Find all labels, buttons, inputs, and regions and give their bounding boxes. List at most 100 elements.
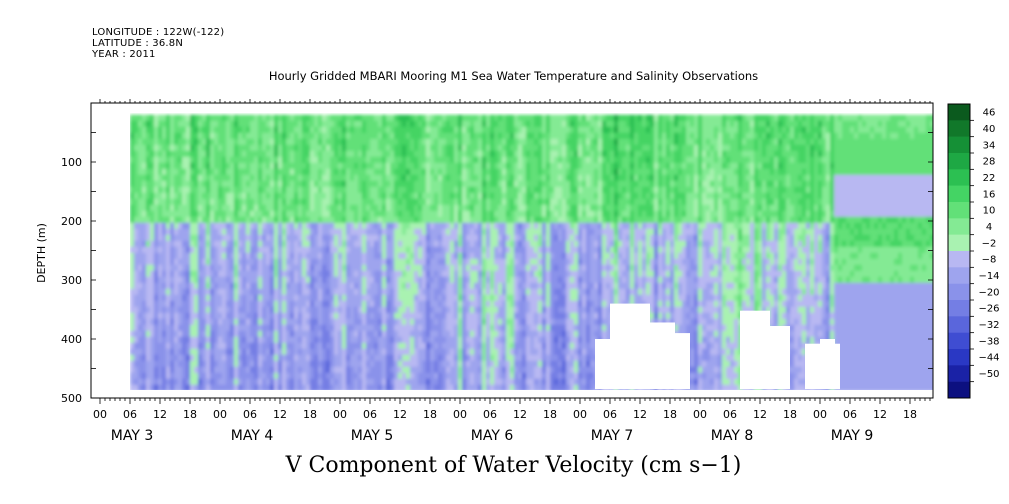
heatmap-cell	[178, 312, 183, 320]
heatmap-cell	[162, 336, 167, 344]
heatmap-cell	[174, 342, 179, 350]
heatmap-cell	[514, 330, 519, 338]
heatmap-cell	[350, 174, 355, 182]
heatmap-cell	[430, 288, 435, 296]
heatmap-cell	[406, 204, 411, 212]
heatmap-cell	[390, 114, 395, 122]
heatmap-cell	[158, 198, 163, 206]
heatmap-cell	[526, 198, 531, 206]
heatmap-cell	[326, 156, 331, 164]
heatmap-cell	[518, 276, 523, 284]
heatmap-cell	[406, 372, 411, 380]
heatmap-cell	[522, 282, 527, 290]
heatmap-cell	[298, 276, 303, 284]
heatmap-cell	[190, 138, 195, 146]
heatmap-cell	[158, 306, 163, 314]
heatmap-cell	[198, 318, 203, 326]
heatmap-cell	[322, 204, 327, 212]
heatmap-cell	[442, 186, 447, 194]
heatmap-cell	[226, 342, 231, 350]
heatmap-cell	[450, 192, 455, 200]
heatmap-cell	[334, 114, 339, 122]
heatmap-cell	[306, 216, 311, 224]
heatmap-cell	[266, 372, 271, 380]
heatmap-cell	[326, 294, 331, 302]
heatmap-cell	[130, 258, 135, 266]
heatmap-cell	[186, 258, 191, 266]
heatmap-cell	[310, 168, 315, 176]
heatmap-cell	[154, 324, 159, 332]
heatmap-cell	[150, 294, 155, 302]
heatmap-cell	[554, 318, 559, 326]
heatmap-cell	[242, 114, 247, 122]
heatmap-cell	[258, 258, 263, 266]
heatmap-cell	[510, 360, 515, 368]
heatmap-cell	[150, 150, 155, 158]
heatmap-cell	[194, 264, 199, 272]
heatmap-cell	[538, 276, 543, 284]
heatmap-cell	[298, 168, 303, 176]
heatmap-cell	[166, 270, 171, 278]
heatmap-cell	[342, 294, 347, 302]
heatmap-cell	[326, 162, 331, 170]
heatmap-cell	[178, 336, 183, 344]
heatmap-cell	[398, 246, 403, 254]
heatmap-cell	[478, 360, 483, 368]
heatmap-cell	[214, 318, 219, 326]
heatmap-cell	[462, 276, 467, 284]
heatmap-cell	[294, 294, 299, 302]
heatmap-cell	[282, 228, 287, 236]
heatmap-cell	[402, 216, 407, 224]
heatmap-cell	[346, 342, 351, 350]
heatmap-cell	[258, 336, 263, 344]
heatmap-cell	[430, 156, 435, 164]
heatmap-cell	[350, 318, 355, 326]
heatmap-cell	[238, 228, 243, 236]
heatmap-cell	[522, 342, 527, 350]
heatmap-cell	[362, 156, 367, 164]
heatmap-cell	[350, 132, 355, 140]
heatmap-cell	[530, 138, 535, 146]
heatmap-cell	[166, 168, 171, 176]
heatmap-cell	[526, 126, 531, 134]
heatmap-cell	[446, 288, 451, 296]
heatmap-cell	[278, 216, 283, 224]
heatmap-cell	[466, 372, 471, 380]
heatmap-cell	[258, 174, 263, 182]
heatmap-cell	[410, 162, 415, 170]
heatmap-cell	[210, 210, 215, 218]
heatmap-cell	[530, 264, 535, 272]
heatmap-cell	[530, 150, 535, 158]
heatmap-cell	[166, 318, 171, 326]
heatmap-cell	[146, 378, 151, 386]
heatmap-cell	[322, 120, 327, 128]
heatmap-cell	[230, 288, 235, 296]
heatmap-cell	[206, 156, 211, 164]
heatmap-cell	[410, 168, 415, 176]
heatmap-cell	[202, 270, 207, 278]
heatmap-cell	[154, 210, 159, 218]
heatmap-cell	[438, 294, 443, 302]
heatmap-cell	[282, 318, 287, 326]
heatmap-cell	[538, 186, 543, 194]
heatmap-cell	[194, 150, 199, 158]
heatmap-cell	[402, 276, 407, 284]
heatmap-cell	[374, 222, 379, 230]
heatmap-cell	[458, 240, 463, 248]
heatmap-cell	[426, 342, 431, 350]
heatmap-cell	[186, 162, 191, 170]
heatmap-cell	[322, 252, 327, 260]
heatmap-cell	[382, 288, 387, 296]
heatmap-cell	[458, 378, 463, 386]
heatmap-cell	[390, 264, 395, 272]
heatmap-cell	[510, 264, 515, 272]
heatmap-cell	[174, 306, 179, 314]
heatmap-cell	[522, 132, 527, 140]
heatmap-cell	[558, 348, 563, 356]
heatmap-cell	[250, 348, 255, 356]
heatmap-cell	[558, 342, 563, 350]
heatmap-cell	[222, 204, 227, 212]
heatmap-cell	[258, 240, 263, 248]
heatmap-cell	[558, 150, 563, 158]
heatmap-cell	[478, 198, 483, 206]
